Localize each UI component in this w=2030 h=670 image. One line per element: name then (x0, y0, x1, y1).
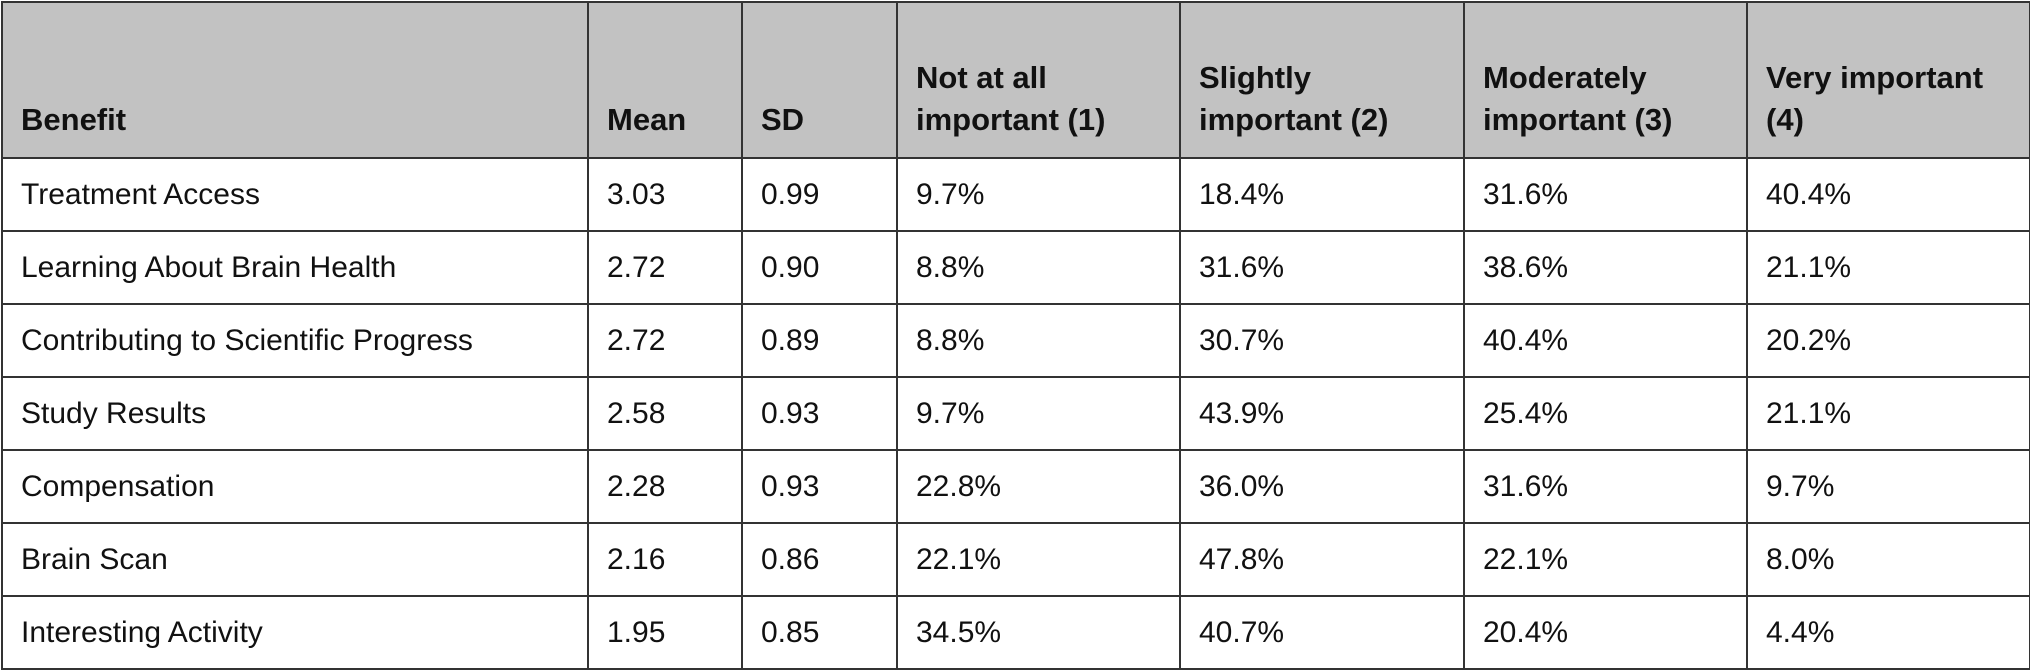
table-cell: 0.85 (741, 595, 898, 670)
table-cell: 20.2% (1746, 303, 2030, 378)
table-cell: 8.8% (896, 303, 1181, 378)
table-cell: 31.6% (1463, 449, 1748, 524)
table-cell: Treatment Access (1, 157, 589, 232)
table-cell: 31.6% (1463, 157, 1748, 232)
table-row: Study Results 2.58 0.93 9.7% 43.9% 25.4% 21.1% (1, 376, 2030, 451)
table-cell: 0.93 (741, 376, 898, 451)
table-cell: 40.4% (1463, 303, 1748, 378)
table-cell: 1.95 (587, 595, 743, 670)
table-row: Treatment Access 3.03 0.99 9.7% 18.4% 31.6% 40… (1, 157, 2030, 232)
table-cell: 22.1% (896, 522, 1181, 597)
table-cell: 40.7% (1179, 595, 1465, 670)
table-cell: 22.1% (1463, 522, 1748, 597)
table-cell: Study Results (1, 376, 589, 451)
table-cell: Brain Scan (1, 522, 589, 597)
header-cell: Benefit (1, 1, 589, 159)
table-cell: 34.5% (896, 595, 1181, 670)
table-cell: 43.9% (1179, 376, 1465, 451)
table-cell: 0.90 (741, 230, 898, 305)
table-cell: Interesting Activity (1, 595, 589, 670)
table-cell: 9.7% (896, 376, 1181, 451)
table-cell: 2.58 (587, 376, 743, 451)
header-row: Benefit Mean SD Not at all important (1) Sli… (1, 1, 2030, 159)
table-cell: 20.4% (1463, 595, 1748, 670)
table-row: Compensation 2.28 0.93 22.8% 36.0% 31.6% 9.7% (1, 449, 2030, 524)
table-cell: 0.86 (741, 522, 898, 597)
table-cell: 8.0% (1746, 522, 2030, 597)
header-cell: Very important (4) (1746, 1, 2030, 159)
table-cell: 36.0% (1179, 449, 1465, 524)
header-cell: Slightly important (2) (1179, 1, 1465, 159)
table-cell: 0.99 (741, 157, 898, 232)
table-cell: 2.28 (587, 449, 743, 524)
table-cell: 40.4% (1746, 157, 2030, 232)
table-cell: 0.89 (741, 303, 898, 378)
table-cell: 3.03 (587, 157, 743, 232)
table-row: Contributing to Scientific Progress 2.72 0… (1, 303, 2030, 378)
table-cell: 9.7% (1746, 449, 2030, 524)
table-body: Treatment Access 3.03 0.99 9.7% 18.4% 31.6% 40… (1, 157, 2030, 670)
table-cell: Compensation (1, 449, 589, 524)
table-cell: 2.72 (587, 303, 743, 378)
table-cell: 22.8% (896, 449, 1181, 524)
table-cell: 0.93 (741, 449, 898, 524)
table-row: Interesting Activity 1.95 0.85 34.5% 40.7% 20… (1, 595, 2030, 670)
table-cell: Learning About Brain Health (1, 230, 589, 305)
table-cell: Contributing to Scientific Progress (1, 303, 589, 378)
header-cell: SD (741, 1, 898, 159)
table-cell: 25.4% (1463, 376, 1748, 451)
header-cell: Moderately important (3) (1463, 1, 1748, 159)
table-cell: 31.6% (1179, 230, 1465, 305)
header-cell: Not at all important (1) (896, 1, 1181, 159)
table-cell: 2.16 (587, 522, 743, 597)
header-cell: Mean (587, 1, 743, 159)
table-cell: 8.8% (896, 230, 1181, 305)
table-row: Brain Scan 2.16 0.86 22.1% 47.8% 22.1% 8.0% (1, 522, 2030, 597)
table-cell: 47.8% (1179, 522, 1465, 597)
table-row: Learning About Brain Health 2.72 0.90 8.8% 3… (1, 230, 2030, 305)
table-cell: 38.6% (1463, 230, 1748, 305)
table-cell: 21.1% (1746, 230, 2030, 305)
table-cell: 21.1% (1746, 376, 2030, 451)
table-cell: 30.7% (1179, 303, 1465, 378)
table-cell: 9.7% (896, 157, 1181, 232)
table-cell: 4.4% (1746, 595, 2030, 670)
table-cell: 18.4% (1179, 157, 1465, 232)
table-cell: 2.72 (587, 230, 743, 305)
